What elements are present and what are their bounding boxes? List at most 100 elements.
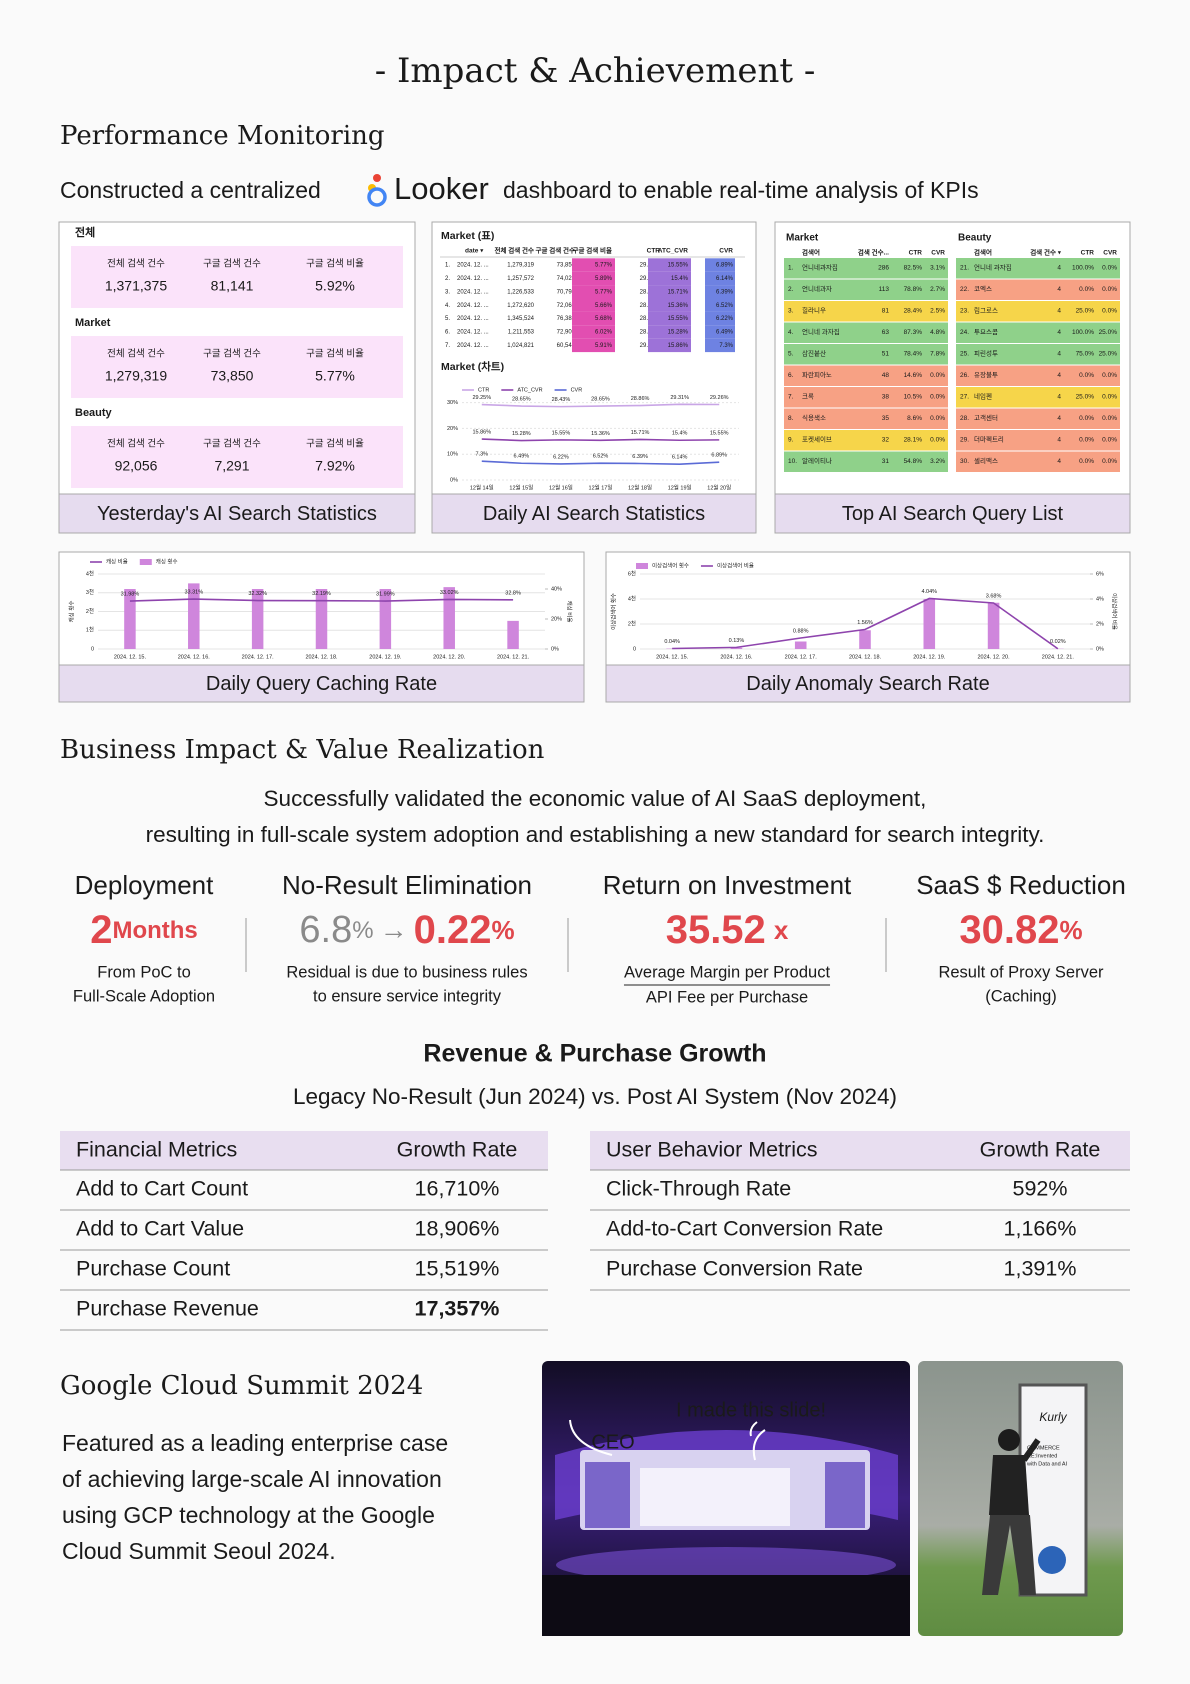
kpi-note: Full-Scale Adoption	[73, 987, 215, 1005]
table-cell: 5.89%	[595, 276, 613, 282]
table-header: 검색어	[974, 248, 992, 257]
table-cell: 63	[882, 329, 890, 336]
data-label: 33.02%	[440, 590, 459, 596]
x-tick-label: 12월 16일	[549, 483, 573, 491]
growth-rate: 16,710%	[415, 1177, 500, 1201]
metric-name: Click-Through Rate	[606, 1177, 791, 1201]
data-label: 29.26%	[710, 395, 729, 401]
table-cell: 1.	[788, 265, 794, 272]
table-cell: 4	[1057, 458, 1061, 465]
table-cell: 삼진붙산	[802, 349, 826, 358]
kpi-note: Result of Proxy Server	[938, 963, 1104, 981]
table-cell: 2.7%	[930, 286, 945, 293]
table-cell: 4	[1057, 372, 1061, 379]
table-title: Beauty	[958, 233, 992, 244]
summit-stage-photo	[542, 1361, 910, 1636]
table-cell: 1,279,319	[507, 263, 534, 269]
table-cell: 23.	[960, 308, 969, 315]
table-cell: 7.3%	[719, 343, 733, 349]
legend-swatch	[636, 563, 648, 569]
table-cell: 5.91%	[595, 343, 613, 349]
table-cell-fill	[705, 285, 735, 299]
table-cell: 4	[1057, 437, 1061, 444]
data-label: 0.04%	[664, 639, 680, 645]
x-tick-label: 2024. 12. 17.	[242, 654, 275, 660]
table-cell: 5.68%	[595, 316, 613, 322]
table-cell: 3.1%	[930, 265, 945, 272]
table-header: 검색어	[802, 248, 820, 257]
data-label: 28.65%	[512, 397, 531, 403]
table-cell: 4	[1057, 394, 1061, 401]
y-tick-label: 0	[91, 646, 94, 652]
data-label: 15.4%	[672, 431, 688, 437]
data-label: 1.56%	[857, 620, 873, 626]
query-row	[956, 279, 1120, 300]
panel-caption-band	[605, 664, 1131, 703]
x-tick-label: 2024. 12. 21.	[497, 654, 530, 660]
table-cell: 0.0%	[1102, 372, 1117, 379]
table-header: 검색 건수 ▾	[1030, 248, 1062, 257]
legend-label: CVR	[571, 387, 583, 393]
data-label: 15.28%	[512, 431, 531, 437]
table-cell: 0.0%	[1079, 437, 1094, 444]
metric-label: 구글 검색 건수	[203, 258, 261, 270]
line-series	[481, 438, 720, 442]
table-cell: 15.86%	[668, 343, 689, 349]
bar	[794, 641, 807, 649]
intro-text: Constructed a centralized	[60, 177, 321, 203]
y-tick-label: 4천	[86, 569, 94, 577]
table-cell-fill	[572, 325, 615, 339]
line-series	[481, 403, 720, 408]
table-cell-fill	[572, 271, 615, 286]
growth-title: Revenue & Purchase Growth	[423, 1040, 766, 1068]
bar	[124, 589, 136, 649]
table-cell: 25.0%	[1076, 394, 1095, 401]
banner-text: RE:Invented	[1027, 1453, 1057, 1459]
table-cell: 5.77%	[595, 263, 613, 269]
y-tick-label: 1천	[86, 626, 94, 634]
table-header: CVR	[719, 248, 733, 255]
photo-annotation: I made this slide!	[676, 1399, 826, 1421]
data-label: 32.32%	[248, 591, 267, 597]
panel-caption: Yesterday's AI Search Statistics	[97, 503, 377, 525]
table-cell: 30.	[960, 458, 969, 465]
table-cell: 0.0%	[1102, 437, 1117, 444]
table-cell: 6.89%	[716, 263, 734, 269]
table-cell: 15.55%	[668, 263, 689, 269]
metric-name: Add to Cart Value	[76, 1217, 244, 1241]
table-cell: 4.	[445, 303, 450, 309]
table-cell: 언니네과자집	[802, 263, 838, 272]
paragraph-line: Successfully validated the economic valu…	[264, 786, 927, 811]
table-cell: 5.	[788, 351, 794, 358]
kpi-value-number: 35.52	[666, 908, 766, 952]
intro-text: dashboard to enable real-time analysis o…	[503, 177, 979, 203]
y2-tick-label: 4%	[1096, 596, 1104, 602]
y-tick-label: 10%	[447, 452, 458, 458]
query-row	[956, 365, 1120, 386]
x-tick-label: 2024. 12. 20.	[978, 654, 1011, 660]
table-cell: 4	[1057, 415, 1061, 422]
data-label: 28.43%	[552, 397, 571, 403]
looker-logo-text: Looker	[394, 171, 489, 206]
table-cell: 87.3%	[904, 329, 923, 336]
table-cell: 4.	[788, 329, 794, 336]
table-cell: 0.0%	[1079, 415, 1094, 422]
table-cell-fill	[705, 311, 735, 326]
table-cell: 72,061	[557, 303, 576, 309]
table-header: User Behavior Metrics	[606, 1138, 817, 1162]
table-cell: 60,548	[557, 343, 576, 349]
query-row	[784, 365, 948, 386]
panel-caption-band	[58, 493, 416, 534]
table-cell: 2024. 12. ...	[457, 316, 489, 322]
table-cell: 0.0%	[930, 372, 945, 379]
table-cell-fill	[705, 271, 735, 286]
banner-logo: Kurly	[1039, 1410, 1067, 1424]
table-header: date ▾	[465, 248, 484, 255]
x-tick-label: 2024. 12. 21.	[1042, 654, 1075, 660]
bar	[859, 630, 871, 649]
x-tick-label: 12월 14일	[470, 483, 494, 491]
table-cell: 1.	[445, 263, 450, 269]
table-cell: 81	[882, 308, 890, 315]
query-row	[956, 430, 1120, 451]
table-cell-fill	[705, 338, 735, 353]
